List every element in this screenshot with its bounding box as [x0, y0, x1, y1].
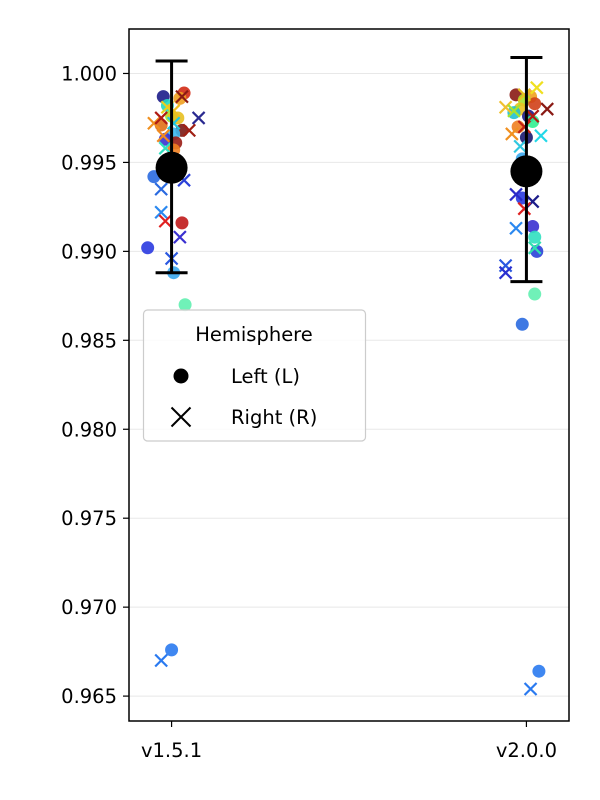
- mean-marker: [155, 151, 188, 184]
- data-point-right: [505, 127, 519, 141]
- x-tick-label: v1.5.1: [141, 739, 202, 762]
- y-tick-label: 0.980: [61, 418, 117, 441]
- y-tick-label: 0.995: [61, 151, 117, 174]
- data-point-right: [525, 109, 540, 123]
- data-point-left: [507, 106, 521, 120]
- data-point-right: [154, 111, 168, 125]
- legend-title: Hemisphere: [195, 323, 313, 346]
- data-point-right: [158, 214, 173, 228]
- y-tick-label: 0.990: [61, 240, 117, 263]
- data-point-right: [527, 241, 542, 255]
- data-point-left: [528, 230, 542, 244]
- data-point-right: [175, 89, 189, 104]
- data-point-right: [498, 100, 513, 115]
- data-point-right: [498, 265, 513, 280]
- data-point-right: [154, 653, 168, 668]
- data-point-right: [507, 104, 521, 118]
- summary-markers: [155, 55, 543, 284]
- data-point-left: [178, 298, 192, 312]
- data-point-right: [513, 139, 527, 154]
- legend-x-marker-icon: [170, 406, 192, 428]
- data-point-right: [154, 182, 168, 196]
- data-point-left: [141, 241, 155, 255]
- data-point-left: [532, 664, 546, 678]
- data-point-right: [166, 104, 181, 118]
- y-tick-label: 0.970: [61, 596, 117, 619]
- legend-circle-marker-icon: [173, 368, 189, 384]
- data-point-right: [534, 128, 548, 143]
- legend: Hemisphere Left (L) Right (R): [142, 309, 367, 442]
- data-point-right: [517, 88, 532, 102]
- data-point-left: [175, 216, 189, 230]
- x-tick-label: v2.0.0: [496, 739, 557, 762]
- data-point-right: [530, 80, 544, 95]
- mean-marker: [510, 155, 543, 188]
- y-tick-label: 0.965: [61, 685, 117, 708]
- data-point-right: [517, 201, 532, 216]
- data-point-right: [156, 128, 171, 143]
- y-tick-label: 0.975: [61, 507, 117, 530]
- data-points: [141, 80, 554, 696]
- legend-entry-left: Left (L): [231, 365, 300, 388]
- data-point-right: [517, 120, 532, 134]
- axes: 0.965 0.970 0.975 0.980 0.985 0.990 0.995 1.000…: [61, 62, 557, 762]
- data-point-left: [165, 643, 179, 657]
- data-point-right: [540, 102, 554, 116]
- data-point-left: [526, 219, 540, 233]
- data-point-right: [523, 682, 538, 696]
- data-point-right: [166, 116, 181, 131]
- data-point-right: [147, 116, 161, 131]
- data-point-left: [515, 317, 529, 331]
- data-point-left: [528, 97, 542, 111]
- data-point-right: [509, 221, 523, 236]
- data-point-right: [154, 205, 168, 220]
- legend-box: [142, 309, 367, 442]
- data-point-right: [182, 123, 197, 138]
- data-point-left: [528, 287, 542, 301]
- data-point-right: [509, 187, 523, 202]
- plot-frame: [128, 28, 570, 722]
- data-point-right: [191, 111, 206, 125]
- data-point-right: [173, 230, 187, 244]
- y-tick-label: 1.000: [61, 62, 117, 85]
- legend-entry-right: Right (R): [231, 406, 317, 429]
- y-tick-label: 0.985: [61, 329, 117, 352]
